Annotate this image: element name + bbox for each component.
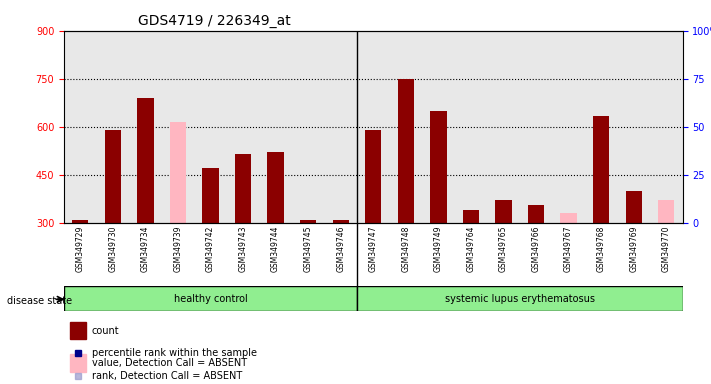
Text: GSM349745: GSM349745: [304, 226, 313, 272]
Bar: [70, 354, 85, 372]
Text: GSM349747: GSM349747: [369, 226, 378, 272]
Text: GSM349770: GSM349770: [662, 226, 670, 272]
Text: GDS4719 / 226349_at: GDS4719 / 226349_at: [138, 14, 291, 28]
Bar: [626, 191, 642, 223]
Text: GSM349768: GSM349768: [597, 226, 606, 272]
Text: GSM349767: GSM349767: [564, 226, 573, 272]
Text: GSM349746: GSM349746: [336, 226, 346, 272]
Text: disease state: disease state: [7, 296, 73, 306]
Bar: [235, 154, 251, 223]
Text: healthy control: healthy control: [173, 293, 247, 304]
Text: GSM349742: GSM349742: [206, 226, 215, 272]
Text: GSM349769: GSM349769: [629, 226, 638, 272]
Bar: [137, 98, 154, 223]
Bar: [560, 213, 577, 223]
Text: GSM349765: GSM349765: [499, 226, 508, 272]
Bar: [105, 130, 121, 223]
Text: GSM349744: GSM349744: [271, 226, 280, 272]
Text: GSM349730: GSM349730: [108, 226, 117, 272]
Bar: [528, 205, 544, 223]
Bar: [203, 168, 218, 223]
Text: systemic lupus erythematosus: systemic lupus erythematosus: [445, 293, 595, 304]
Text: GSM349766: GSM349766: [532, 226, 540, 272]
Bar: [658, 200, 675, 223]
Bar: [496, 200, 512, 223]
Bar: [365, 130, 381, 223]
Bar: [397, 79, 414, 223]
Bar: [267, 152, 284, 223]
Bar: [72, 220, 88, 223]
Text: value, Detection Call = ABSENT: value, Detection Call = ABSENT: [92, 358, 247, 368]
Bar: [463, 210, 479, 223]
Text: GSM349749: GSM349749: [434, 226, 443, 272]
Text: GSM349764: GSM349764: [466, 226, 476, 272]
Text: GSM349748: GSM349748: [401, 226, 410, 272]
FancyBboxPatch shape: [357, 286, 683, 311]
Bar: [430, 111, 447, 223]
Text: count: count: [92, 326, 119, 336]
Text: GSM349734: GSM349734: [141, 226, 150, 272]
Bar: [300, 220, 316, 223]
Text: rank, Detection Call = ABSENT: rank, Detection Call = ABSENT: [92, 371, 242, 381]
FancyBboxPatch shape: [64, 286, 357, 311]
Bar: [70, 322, 85, 339]
Bar: [170, 122, 186, 223]
Bar: [593, 116, 609, 223]
Text: percentile rank within the sample: percentile rank within the sample: [92, 348, 257, 358]
Text: GSM349739: GSM349739: [173, 226, 183, 272]
Text: GSM349743: GSM349743: [239, 226, 247, 272]
Bar: [333, 220, 349, 223]
Text: GSM349729: GSM349729: [76, 226, 85, 272]
